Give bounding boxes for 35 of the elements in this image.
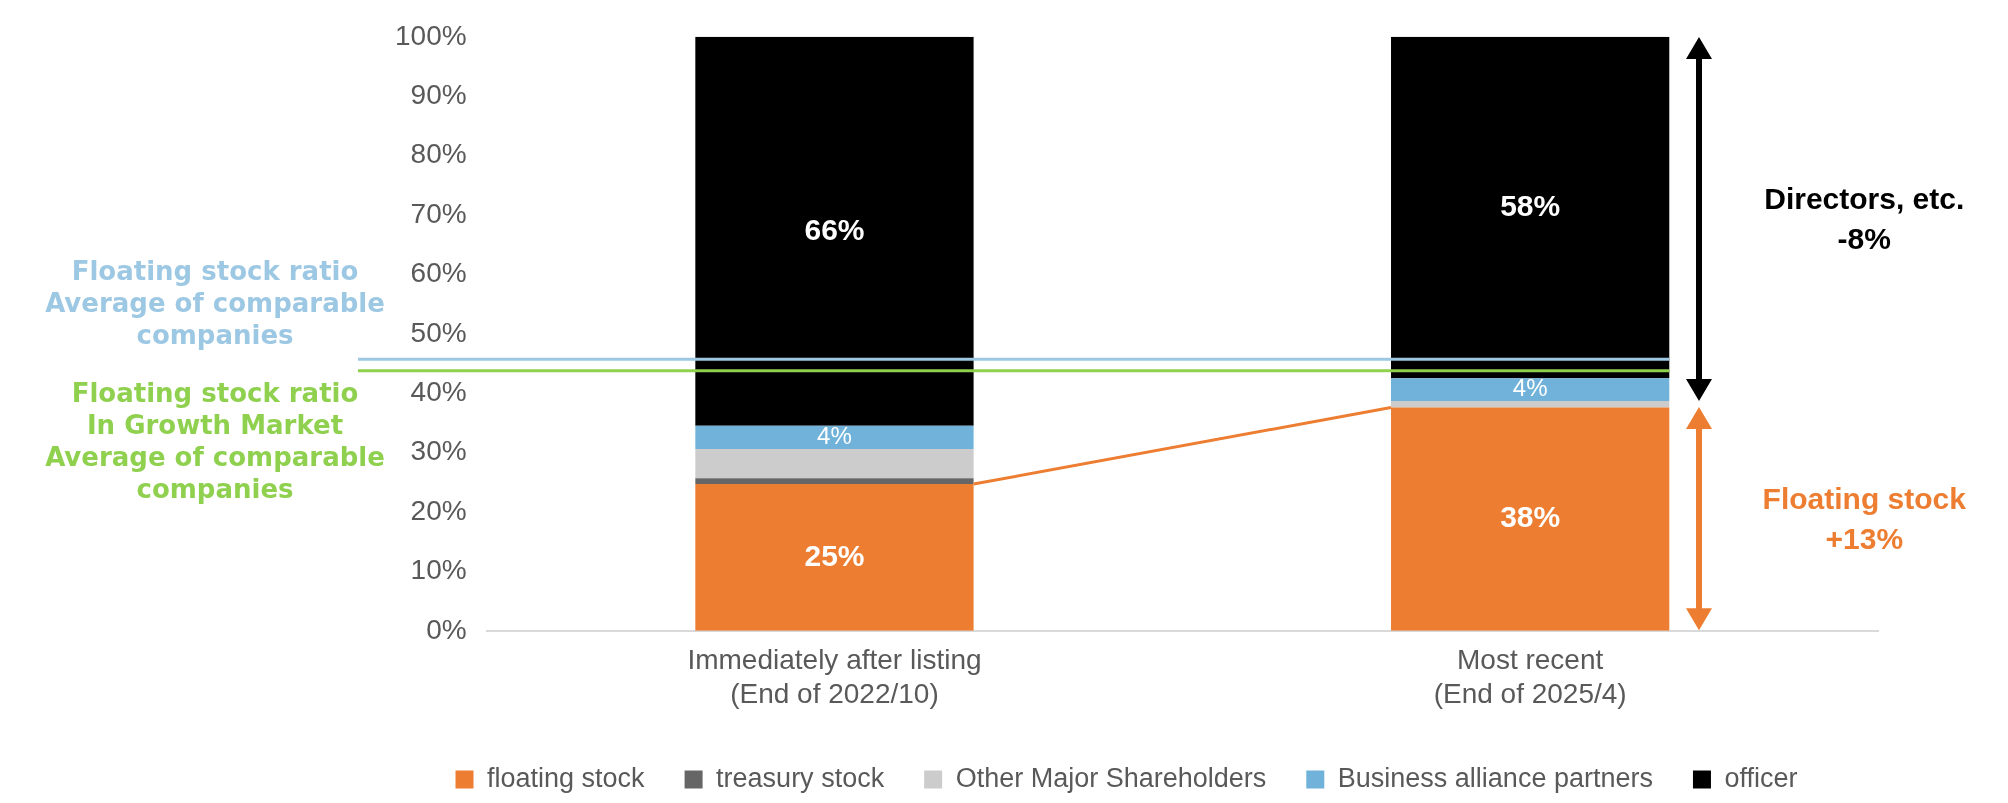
legend-label: treasury stock: [716, 762, 885, 793]
legend-label: officer: [1724, 762, 1798, 793]
data-label: 25%: [804, 538, 865, 572]
ref-line-label: Floating stock ratio Average of comparable companies: [45, 255, 385, 352]
y-tick-label: 60%: [410, 257, 467, 289]
data-label: 4%: [817, 422, 852, 450]
legend-label: Business alliance partners: [1337, 762, 1653, 793]
data-label: 66%: [804, 212, 865, 246]
text: Directors, etc. -8%: [1764, 180, 1965, 257]
bar: [1391, 36, 1670, 379]
y-tick-label: 20%: [410, 494, 467, 526]
data-label: 38%: [1500, 500, 1561, 534]
ref-line-label: Floating stock ratio In Growth Market Average of comparable companies: [45, 376, 385, 505]
text: Floating stock +13%: [1762, 481, 1966, 558]
legend-label: Other Major Shareholders: [955, 762, 1267, 793]
x-tick-label: Immediately after listing (End of 2022/10): [687, 644, 982, 709]
bar: [1391, 378, 1670, 401]
y-tick-label: 0%: [426, 613, 467, 645]
y-tick-label: 50%: [410, 316, 467, 348]
y-tick-label: 40%: [410, 375, 467, 407]
y-tick-label: 30%: [410, 435, 467, 467]
bar: [695, 425, 974, 450]
bar: [695, 36, 974, 426]
y-tick-label: 100%: [394, 19, 467, 51]
y-tick-label: 10%: [410, 554, 467, 586]
bar: [1391, 400, 1670, 408]
y-tick-label: 80%: [410, 138, 467, 170]
x-tick-label: Most recent (End of 2025/4): [1433, 644, 1627, 709]
bar: [695, 449, 974, 479]
legend-label: floating stock: [487, 762, 646, 793]
y-tick-label: 90%: [410, 78, 467, 110]
data-label: 58%: [1500, 188, 1561, 222]
data-label: 4%: [1512, 374, 1548, 402]
bar: [695, 478, 974, 485]
y-tick-label: 70%: [410, 197, 467, 229]
